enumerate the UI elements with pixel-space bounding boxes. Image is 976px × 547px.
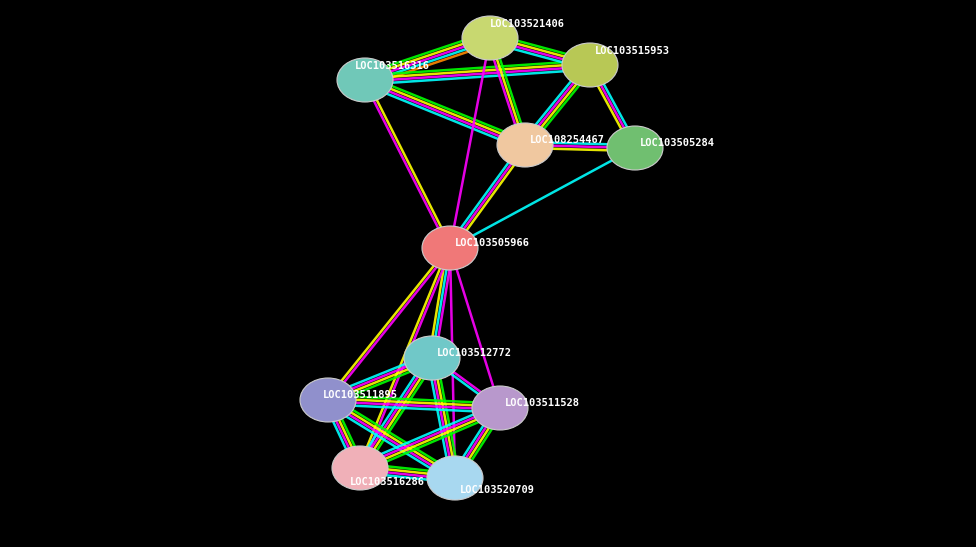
Ellipse shape — [300, 378, 356, 422]
Text: LOC103515953: LOC103515953 — [595, 46, 670, 56]
Text: LOC103505966: LOC103505966 — [455, 238, 530, 248]
Text: LOC103505284: LOC103505284 — [640, 138, 715, 148]
Ellipse shape — [562, 43, 618, 87]
Text: LOC103520709: LOC103520709 — [460, 485, 535, 495]
Ellipse shape — [497, 123, 553, 167]
Ellipse shape — [337, 58, 393, 102]
Ellipse shape — [607, 126, 663, 170]
Text: LOC103521406: LOC103521406 — [490, 19, 565, 29]
Text: LOC103511528: LOC103511528 — [505, 398, 580, 408]
Ellipse shape — [422, 226, 478, 270]
Text: LOC103512772: LOC103512772 — [437, 348, 512, 358]
Ellipse shape — [404, 336, 460, 380]
Text: LOC108254467: LOC108254467 — [530, 135, 605, 145]
Text: LOC103511895: LOC103511895 — [323, 390, 398, 400]
Ellipse shape — [427, 456, 483, 500]
Ellipse shape — [472, 386, 528, 430]
Text: LOC103516316: LOC103516316 — [355, 61, 430, 71]
Text: LOC103516286: LOC103516286 — [350, 477, 425, 487]
Ellipse shape — [462, 16, 518, 60]
Ellipse shape — [332, 446, 388, 490]
